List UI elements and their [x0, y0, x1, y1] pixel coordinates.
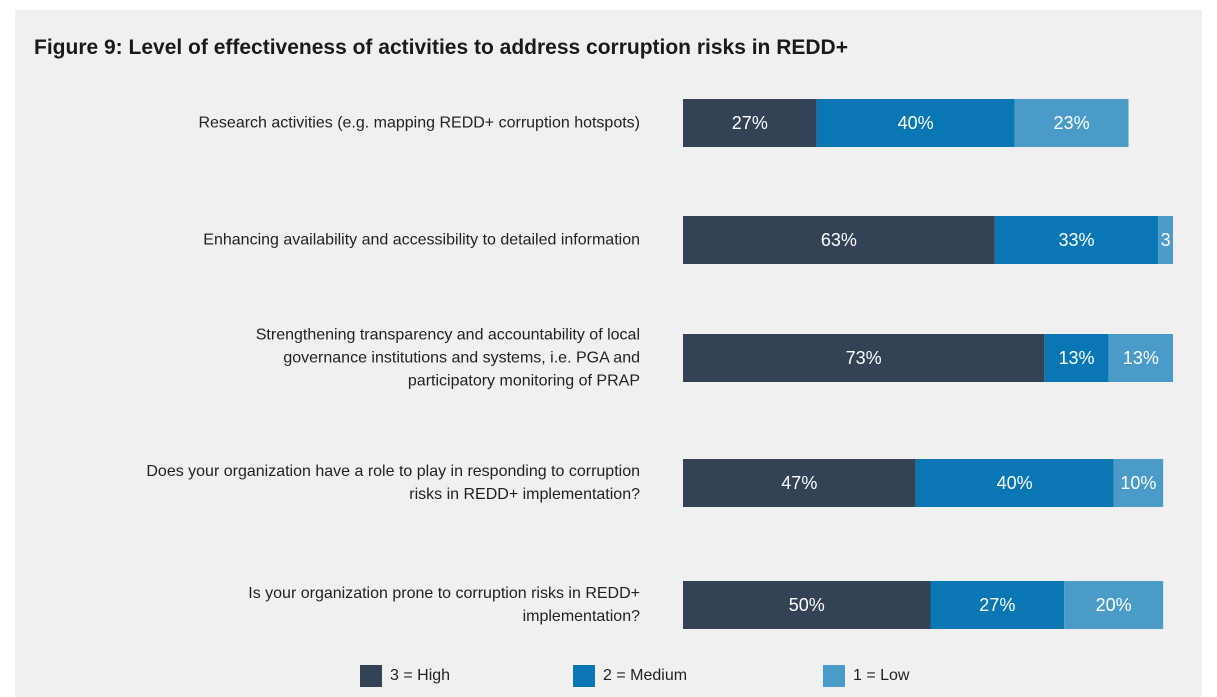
bar-segment — [816, 99, 1015, 147]
legend-label: 1 = Low — [853, 667, 910, 684]
legend-swatch — [360, 665, 382, 687]
legend-item: 3 = High — [360, 665, 450, 687]
value-label: 63% — [821, 230, 857, 250]
category-label: Does your organization have a role to pl… — [146, 463, 640, 503]
value-label: 10% — [1120, 473, 1156, 493]
bar-segment — [1044, 334, 1109, 382]
legend-item: 1 = Low — [823, 665, 909, 687]
value-label: 73% — [846, 348, 882, 368]
bar-segment — [1064, 581, 1164, 629]
category-label: Enhancing availability and accessibility… — [203, 231, 640, 249]
value-label: 13% — [1059, 348, 1095, 368]
legend-swatch — [573, 665, 595, 687]
bar-segment — [1014, 99, 1129, 147]
legend-item: 2 = Medium — [573, 665, 687, 687]
bar-segment — [683, 581, 931, 629]
legend-swatch — [823, 665, 845, 687]
category-label: Is your organization prone to corruption… — [248, 585, 640, 625]
value-label: 33% — [1059, 230, 1095, 250]
bar-segment — [994, 216, 1159, 264]
bar-segment — [1108, 334, 1174, 382]
value-label: 40% — [898, 113, 934, 133]
bar-segment — [683, 216, 995, 264]
value-label: 47% — [781, 473, 817, 493]
chart-title: Figure 9: Level of effectiveness of acti… — [34, 36, 848, 59]
category-label: Research activities (e.g. mapping REDD+ … — [198, 114, 640, 132]
value-label: 27% — [732, 113, 768, 133]
legend-label: 2 = Medium — [603, 667, 688, 684]
bar-segment — [1158, 216, 1174, 264]
value-label: 40% — [997, 473, 1033, 493]
bar-segment — [683, 459, 916, 507]
bar-segment — [915, 459, 1114, 507]
legend-label: 3 = High — [390, 667, 451, 684]
value-label: 20% — [1096, 595, 1132, 615]
bar-segment — [683, 334, 1045, 382]
category-label: Strengthening transparency and accountab… — [255, 326, 640, 390]
value-label: 50% — [789, 595, 825, 615]
bar-segment — [1113, 459, 1164, 507]
value-label: 27% — [979, 595, 1015, 615]
value-label: 13% — [1123, 348, 1159, 368]
value-label: 23% — [1054, 113, 1090, 133]
bar-segment — [683, 99, 817, 147]
value-label: 3 — [1161, 230, 1171, 250]
bar-segment — [930, 581, 1065, 629]
